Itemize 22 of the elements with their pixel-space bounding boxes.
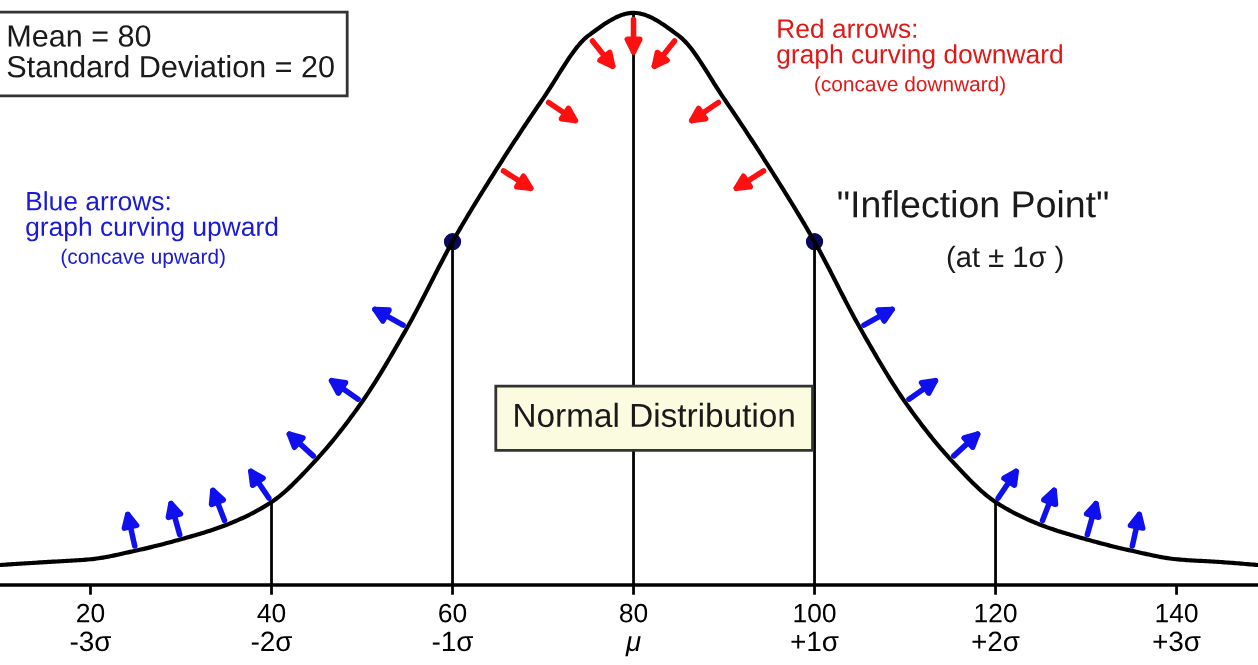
x-tick-label: 80	[620, 603, 648, 623]
x2-tick-label: +2σ	[972, 631, 1020, 652]
x-tick-label: 60	[439, 603, 467, 623]
x-tick-label: 140	[1156, 603, 1198, 623]
annotation: (concave downward)	[815, 76, 1005, 96]
annotation: Normal Distribution	[515, 402, 794, 428]
x-tick-label: 40	[257, 603, 286, 623]
annotation: (concave upward)	[61, 248, 225, 269]
annotation: Mean = 80 Standard Deviation = 20	[7, 25, 334, 78]
x2-tick-label: μ	[625, 636, 641, 657]
annotation: "Inflection Point"	[838, 190, 1108, 218]
x-tick-label: 120	[975, 603, 1017, 623]
annotation: (at ± 1σ )	[947, 245, 1063, 273]
x2-tick-label: +1σ	[791, 631, 839, 652]
x2-tick-label: -3σ	[70, 631, 112, 652]
annotation: Blue arrows: graph curving upward	[26, 191, 278, 242]
x2-tick-label: -2σ	[251, 631, 293, 652]
x2-tick-label: +3σ	[1153, 631, 1201, 652]
annotation: Red arrows: graph curving downward	[777, 18, 1062, 69]
x2-tick-label: -1σ	[432, 631, 474, 652]
x-tick-label: 100	[794, 603, 836, 623]
x-tick-label: 20	[77, 603, 105, 623]
